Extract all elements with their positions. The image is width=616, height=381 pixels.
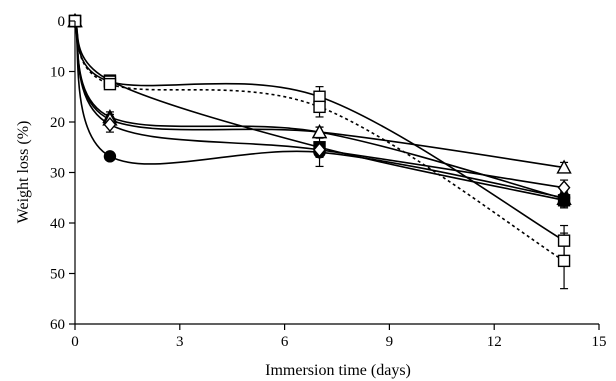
x-axis-label: Immersion time (days) xyxy=(265,362,411,379)
series-markers xyxy=(67,13,572,268)
data-point-open-square xyxy=(313,90,326,103)
x-tick-label: 3 xyxy=(176,334,184,350)
series-line-7 xyxy=(74,20,565,262)
y-tick-label: 0 xyxy=(58,14,66,30)
data-point-open-square xyxy=(557,254,571,268)
data-point-open-square xyxy=(313,100,326,114)
data-point-filled-circle xyxy=(103,150,117,163)
x-tick-label: 0 xyxy=(71,334,79,350)
x-tick-label: 12 xyxy=(487,334,502,350)
y-tick-label: 20 xyxy=(50,115,65,131)
x-tick-label: 9 xyxy=(386,334,394,350)
data-point-open-triangle xyxy=(311,124,328,139)
axes: 0 3 6 9 12 15 0 10 20 30 40 50 60 xyxy=(50,14,607,350)
x-tick-label: 15 xyxy=(592,334,607,350)
data-point-open-triangle xyxy=(556,159,572,174)
y-tick-label: 60 xyxy=(50,317,65,333)
data-point-filled-triangle xyxy=(556,190,572,205)
y-tick-label: 40 xyxy=(50,216,65,232)
data-point-open-square xyxy=(557,234,571,247)
data-point-open-diamond xyxy=(557,180,571,196)
series-line-5 xyxy=(74,20,565,189)
data-point-open-square xyxy=(103,77,117,91)
y-axis-label: Weight loss (%) xyxy=(15,121,32,224)
data-point-open-diamond xyxy=(103,116,117,133)
data-point-open-diamond xyxy=(313,142,326,158)
y-tick-label: 30 xyxy=(50,166,65,182)
error-bars xyxy=(105,76,569,290)
y-tick-label: 50 xyxy=(50,267,65,283)
series-line-6 xyxy=(74,20,565,242)
y-tick-label: 10 xyxy=(50,65,65,81)
x-tick-label: 6 xyxy=(281,334,289,350)
series-curves xyxy=(74,20,565,262)
